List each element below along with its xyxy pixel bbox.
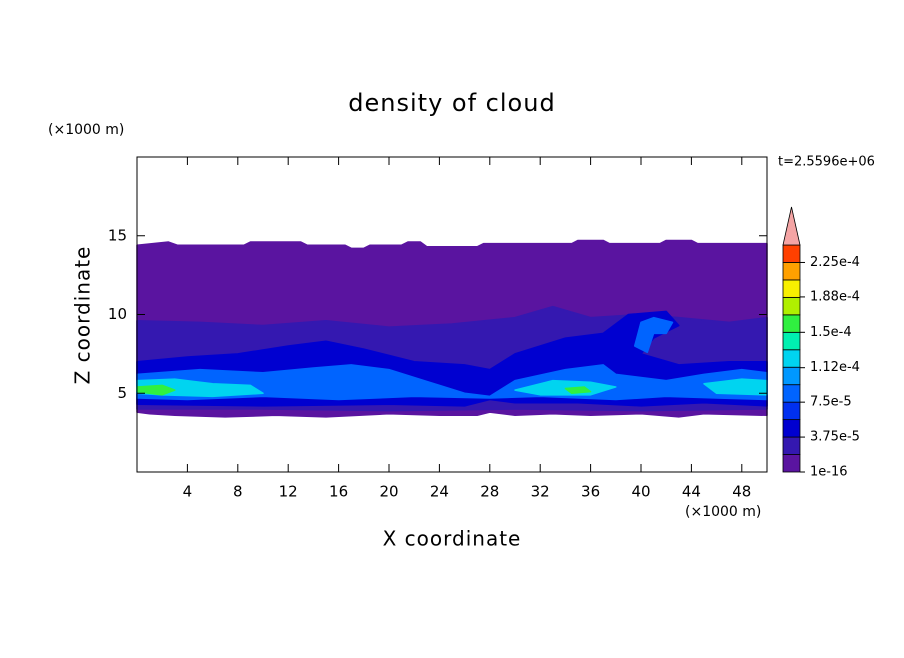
contour-region [564, 386, 592, 394]
y-axis-label: Z coordinate [71, 246, 95, 385]
colorbar-segment [782, 436, 801, 455]
colorbar-segment [782, 244, 801, 263]
colorbar-segment [782, 349, 801, 368]
colorbar-segment [782, 419, 801, 438]
y-tick-label: 10 [108, 305, 127, 323]
colorbar-segment [782, 296, 801, 316]
colorbar-segment [782, 454, 801, 473]
x-tick-label: 20 [379, 483, 398, 501]
colorbar-tick-label: 7.5e-5 [810, 395, 852, 410]
colorbar-segment [782, 279, 801, 298]
x-tick-label: 48 [732, 483, 751, 501]
x-tick-label: 32 [531, 483, 550, 501]
x-tick-label: 44 [682, 483, 701, 501]
colorbar-segment [782, 366, 801, 386]
colorbar-tick-label: 3.75e-5 [810, 430, 860, 445]
colorbar-segment [782, 401, 801, 421]
colorbar-segment [782, 314, 801, 333]
colorbar-tick-label: 1.5e-4 [810, 325, 852, 340]
colorbar-extend [782, 206, 801, 246]
colorbar-tick-label: 1e-16 [810, 465, 848, 480]
colorbar-tick-label: 1.12e-4 [810, 360, 860, 375]
colorbar-segment [782, 262, 801, 281]
x-tick-label: 36 [581, 483, 600, 501]
contour-field [136, 239, 768, 418]
y-unit: (×1000 m) [48, 122, 124, 138]
contour-region [136, 364, 768, 401]
x-axis-label: X coordinate [383, 527, 522, 551]
colorbar-tick-label: 2.25e-4 [810, 255, 860, 270]
y-tick-label: 15 [108, 226, 127, 244]
colorbar-tick-label: 1.88e-4 [810, 289, 860, 304]
x-unit: (×1000 m) [685, 504, 761, 520]
x-tick-label: 40 [631, 483, 650, 501]
colorbar-segment [782, 384, 801, 403]
x-tick-label: 16 [329, 483, 348, 501]
time-label: t=2.5596e+06 [778, 155, 875, 170]
x-tick-label: 12 [279, 483, 298, 501]
colorbar: 1e-16 3.75e-5 7.5e-5 1.12e-4 1.5e-4 1.88e-4 2.… [782, 206, 860, 480]
x-tick-label: 28 [480, 483, 499, 501]
chart-title: density of cloud [348, 89, 555, 117]
colorbar-segment [782, 331, 801, 351]
x-tick-label: 8 [233, 483, 243, 501]
x-tick-label: 4 [183, 483, 193, 501]
y-tick-label: 5 [117, 384, 127, 402]
x-tick-label: 24 [430, 483, 449, 501]
contour-region [633, 316, 674, 354]
